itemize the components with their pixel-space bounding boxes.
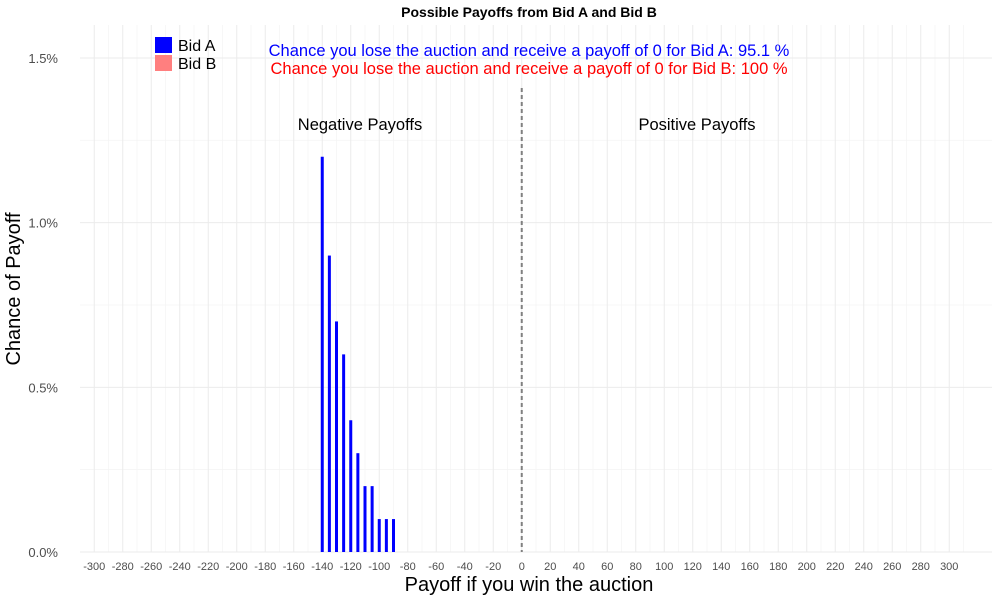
legend-label-bid-a: Bid A xyxy=(178,38,216,55)
x-tick-label: 180 xyxy=(769,561,787,573)
x-tick-label: 220 xyxy=(826,561,844,573)
x-tick-label: 240 xyxy=(855,561,873,573)
x-tick-label: -200 xyxy=(226,561,248,573)
grid xyxy=(80,25,992,553)
x-tick-label: 160 xyxy=(741,561,759,573)
x-tick-label: -60 xyxy=(428,561,444,573)
bar-bid-a xyxy=(363,486,367,552)
bid-b-lose-chance: Chance you lose the auction and receive … xyxy=(270,60,787,78)
y-tick-label: 0.5% xyxy=(28,380,58,395)
y-axis-ticks: 0.0% 0.5% 1.0% 1.5% xyxy=(28,51,58,560)
bar-bid-a xyxy=(370,486,374,552)
x-tick-label: 140 xyxy=(712,561,730,573)
legend-label-bid-b: Bid B xyxy=(178,56,216,73)
x-tick-label: 100 xyxy=(655,561,673,573)
x-tick-label: -40 xyxy=(457,561,473,573)
bar-bid-a xyxy=(342,354,346,552)
x-tick-label: -180 xyxy=(254,561,276,573)
bar-bid-a xyxy=(320,156,324,552)
x-tick-label: 260 xyxy=(883,561,901,573)
chart-title: Possible Payoffs from Bid A and Bid B xyxy=(401,4,657,20)
x-tick-label: -260 xyxy=(140,561,162,573)
x-tick-label: -220 xyxy=(197,561,219,573)
y-tick-label: 1.5% xyxy=(28,51,58,66)
x-tick-label: -80 xyxy=(400,561,416,573)
bar-bid-a xyxy=(384,519,388,552)
legend-swatch-bid-b xyxy=(155,55,172,71)
legend: Bid A Bid B xyxy=(155,37,216,73)
x-tick-label: -20 xyxy=(485,561,501,573)
x-tick-label: 120 xyxy=(684,561,702,573)
bar-bid-a xyxy=(327,255,331,552)
x-axis-label: Payoff if you win the auction xyxy=(405,574,654,596)
bar-bid-a xyxy=(349,420,353,552)
positive-payoffs-label: Positive Payoffs xyxy=(638,116,755,134)
bar-bid-a xyxy=(377,519,381,552)
x-tick-label: -240 xyxy=(169,561,191,573)
x-tick-label: 300 xyxy=(940,561,958,573)
bar-bid-a xyxy=(335,321,338,552)
x-tick-label: -160 xyxy=(283,561,305,573)
x-tick-label: 280 xyxy=(912,561,930,573)
bar-bid-a xyxy=(392,519,395,552)
y-tick-label: 0.0% xyxy=(28,545,58,560)
x-tick-label: 40 xyxy=(573,561,585,573)
bid-a-lose-chance: Chance you lose the auction and receive … xyxy=(269,42,790,60)
x-tick-label: -100 xyxy=(368,561,390,573)
y-tick-label: 1.0% xyxy=(28,216,58,231)
x-tick-label: -280 xyxy=(112,561,134,573)
bars xyxy=(320,156,395,552)
legend-swatch-bid-a xyxy=(155,37,172,53)
x-tick-label: 0 xyxy=(519,561,525,573)
x-tick-label: 80 xyxy=(630,561,642,573)
x-tick-label: 20 xyxy=(544,561,556,573)
bar-bid-a xyxy=(356,453,360,552)
negative-payoffs-label: Negative Payoffs xyxy=(298,116,422,134)
y-axis-label: Chance of Payoff xyxy=(3,212,25,366)
x-tick-label: 60 xyxy=(601,561,613,573)
x-tick-label: -300 xyxy=(83,561,105,573)
x-tick-label: 200 xyxy=(798,561,816,573)
x-tick-label: -140 xyxy=(311,561,333,573)
x-tick-label: -120 xyxy=(340,561,362,573)
x-axis-ticks: -300 -280 -260 -240 -220 -200 -180 -160 -140 -120… xyxy=(83,561,958,573)
